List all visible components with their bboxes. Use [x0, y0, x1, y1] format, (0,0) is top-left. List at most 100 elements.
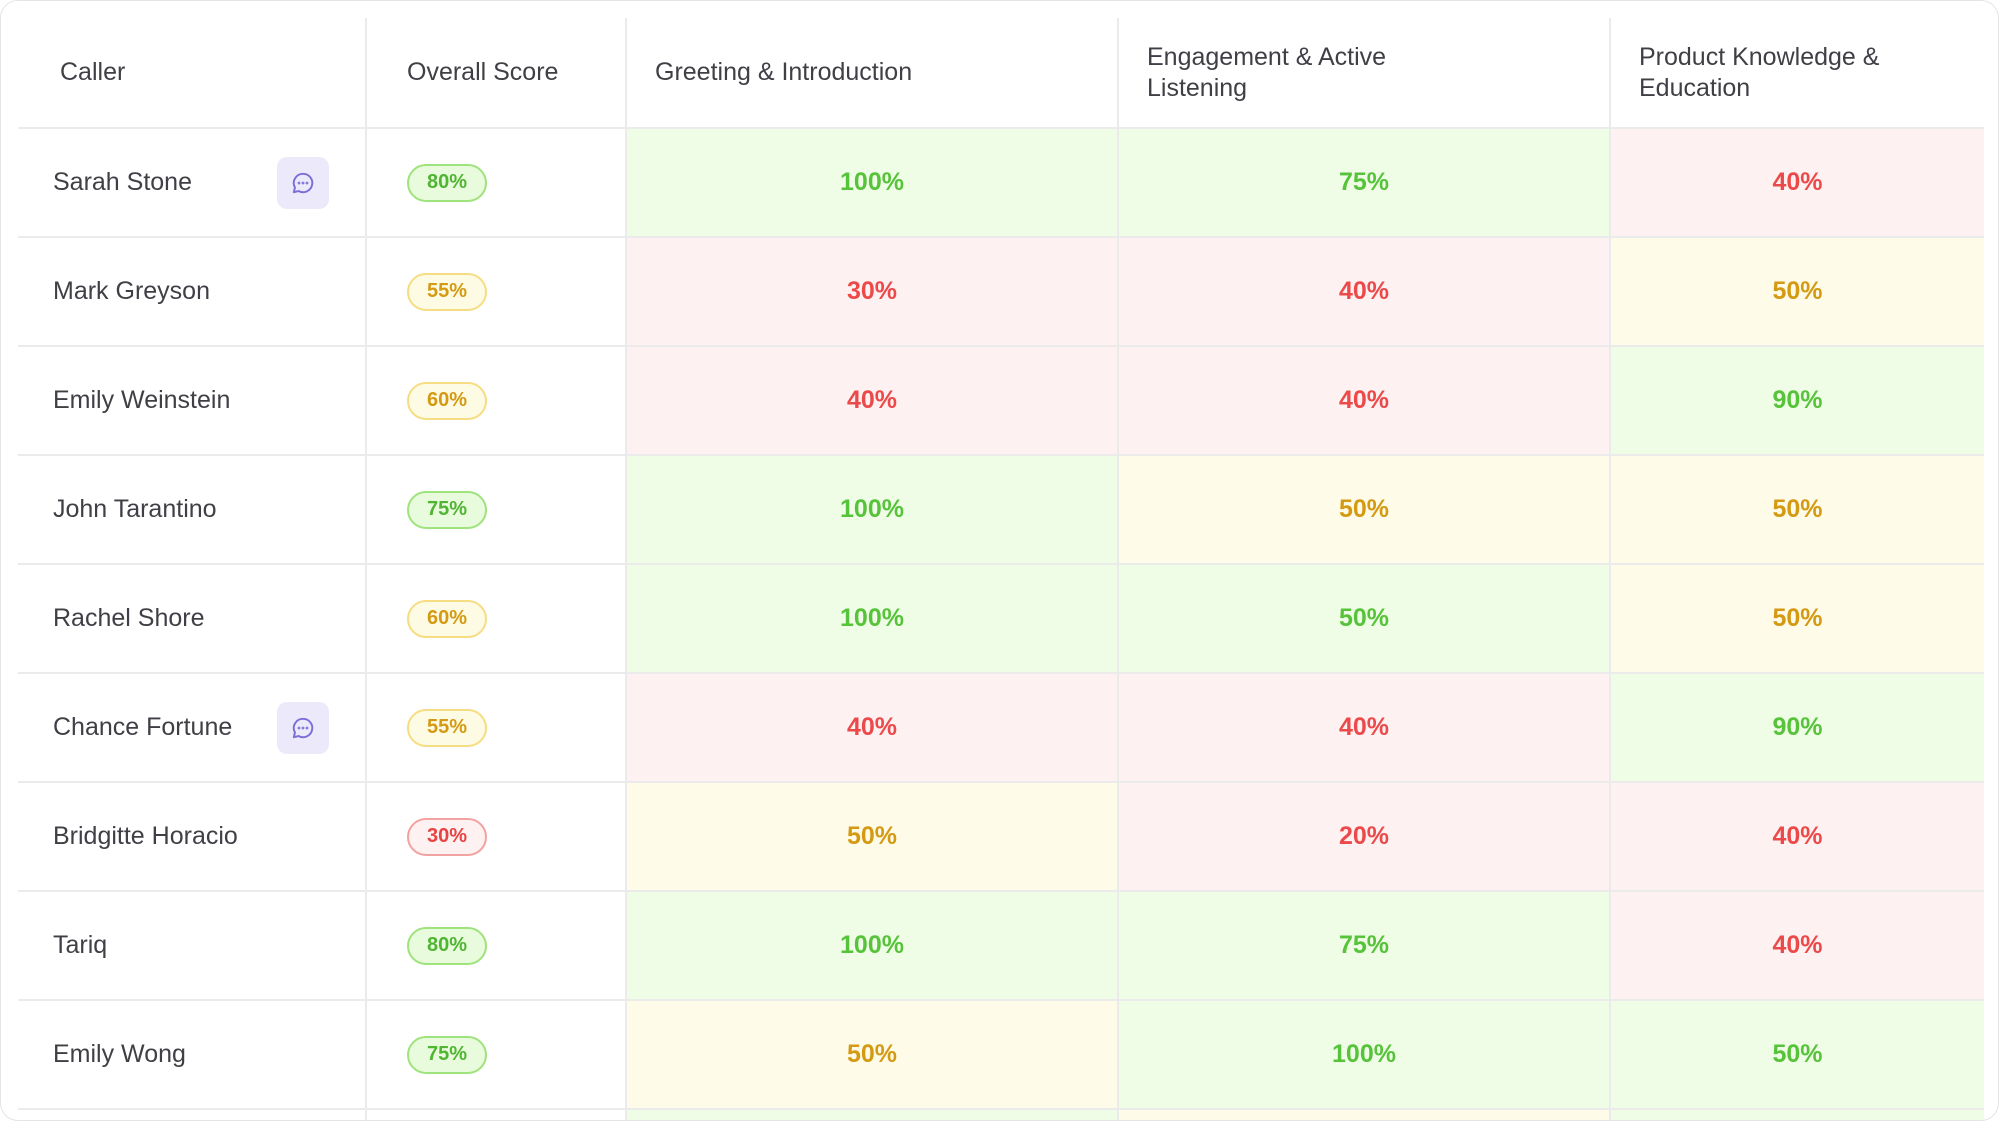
- caller-name[interactable]: Rachel Shore: [53, 604, 205, 632]
- table-header: Caller Overall Score Greeting & Introduc…: [18, 18, 1984, 129]
- overall-score-cell: 60%: [367, 565, 627, 672]
- greeting-score-cell[interactable]: 100%: [627, 129, 1119, 236]
- caller-cell: Chance Fortune: [18, 674, 367, 781]
- table-row-partial: [18, 1110, 1984, 1120]
- knowledge-score-cell[interactable]: 50%: [1611, 456, 1984, 563]
- caller-cell: Emily Wong: [18, 1001, 367, 1108]
- engagement-score-cell[interactable]: 40%: [1119, 238, 1611, 345]
- table-row[interactable]: Sarah Stone 80% 100% 75% 40%: [18, 129, 1984, 238]
- greeting-score-cell[interactable]: 100%: [627, 456, 1119, 563]
- partial-cell-greeting: [627, 1110, 1119, 1120]
- greeting-score: 30%: [846, 277, 898, 305]
- partial-cell-engagement: [1119, 1110, 1611, 1120]
- engagement-score-cell[interactable]: 40%: [1119, 347, 1611, 454]
- knowledge-score-cell[interactable]: 50%: [1611, 565, 1984, 672]
- knowledge-score-cell[interactable]: 90%: [1611, 347, 1984, 454]
- greeting-score-cell[interactable]: 100%: [627, 565, 1119, 672]
- chat-bubble-icon[interactable]: [277, 701, 329, 754]
- overall-score-badge: 75%: [407, 490, 487, 529]
- caller-cell: Bridgitte Horacio: [18, 783, 367, 890]
- knowledge-score: 40%: [1772, 822, 1823, 850]
- engagement-score: 50%: [1338, 495, 1390, 523]
- caller-cell: Emily Weinstein: [18, 347, 367, 454]
- overall-score-cell: 55%: [367, 238, 627, 345]
- caller-name[interactable]: Emily Wong: [53, 1040, 186, 1068]
- engagement-score-cell[interactable]: 100%: [1119, 1001, 1611, 1108]
- caller-cell: Rachel Shore: [18, 565, 367, 672]
- greeting-score: 40%: [846, 386, 898, 414]
- header-product-knowledge-education[interactable]: Product Knowledge & Education: [1639, 42, 1880, 102]
- caller-cell: Mark Greyson: [18, 238, 367, 345]
- knowledge-score: 40%: [1772, 168, 1823, 196]
- table-row[interactable]: Emily Weinstein 60% 40% 40% 90%: [18, 347, 1984, 456]
- engagement-score: 75%: [1338, 931, 1390, 959]
- knowledge-score: 40%: [1772, 931, 1823, 959]
- chat-bubble-icon[interactable]: [277, 156, 329, 209]
- overall-score-badge: 80%: [407, 163, 487, 202]
- table-row[interactable]: Mark Greyson 55% 30% 40% 50%: [18, 238, 1984, 347]
- table-row[interactable]: Chance Fortune 55% 40% 40% 90%: [18, 674, 1984, 783]
- greeting-score: 50%: [846, 1040, 898, 1068]
- engagement-score-cell[interactable]: 50%: [1119, 565, 1611, 672]
- overall-score-cell: 55%: [367, 674, 627, 781]
- caller-cell: John Tarantino: [18, 456, 367, 563]
- greeting-score-cell[interactable]: 30%: [627, 238, 1119, 345]
- engagement-score-cell[interactable]: 75%: [1119, 892, 1611, 999]
- greeting-score: 100%: [840, 931, 904, 959]
- table-row[interactable]: Rachel Shore 60% 100% 50% 50%: [18, 565, 1984, 674]
- engagement-score: 40%: [1338, 277, 1390, 305]
- knowledge-score-cell[interactable]: 40%: [1611, 129, 1984, 236]
- caller-name[interactable]: Bridgitte Horacio: [53, 822, 238, 850]
- header-greeting-introduction[interactable]: Greeting & Introduction: [627, 18, 1119, 127]
- greeting-score-cell[interactable]: 100%: [627, 892, 1119, 999]
- caller-cell: Tariq: [18, 892, 367, 999]
- overall-score-badge: 60%: [407, 381, 487, 420]
- greeting-score-cell[interactable]: 40%: [627, 674, 1119, 781]
- knowledge-score: 50%: [1772, 1040, 1823, 1068]
- knowledge-score: 50%: [1772, 495, 1823, 523]
- overall-score-cell: 60%: [367, 347, 627, 454]
- table-row[interactable]: Emily Wong 75% 50% 100% 50%: [18, 1001, 1984, 1110]
- overall-score-cell: 75%: [367, 1001, 627, 1108]
- partial-cell-caller: [18, 1110, 367, 1120]
- header-overall-score[interactable]: Overall Score: [367, 18, 627, 127]
- engagement-score-cell[interactable]: 40%: [1119, 674, 1611, 781]
- greeting-score: 100%: [840, 495, 904, 523]
- engagement-score-cell[interactable]: 50%: [1119, 456, 1611, 563]
- header-caller[interactable]: Caller: [18, 18, 367, 127]
- header-engagement-active-listening[interactable]: Engagement & Active Listening: [1119, 18, 1611, 127]
- greeting-score: 40%: [846, 713, 898, 741]
- table-body: Sarah Stone 80% 100% 75% 40% Mark Greyson 55% 3…: [18, 129, 1984, 1110]
- greeting-score: 100%: [840, 168, 904, 196]
- engagement-score: 100%: [1332, 1040, 1396, 1068]
- knowledge-score-cell[interactable]: 40%: [1611, 892, 1984, 999]
- engagement-score-cell[interactable]: 75%: [1119, 129, 1611, 236]
- caller-name[interactable]: Mark Greyson: [53, 277, 210, 305]
- overall-score-badge: 80%: [407, 926, 487, 965]
- caller-name[interactable]: John Tarantino: [53, 495, 217, 523]
- greeting-score-cell[interactable]: 40%: [627, 347, 1119, 454]
- greeting-score-cell[interactable]: 50%: [627, 783, 1119, 890]
- engagement-score: 40%: [1338, 713, 1390, 741]
- table-row[interactable]: Bridgitte Horacio 30% 50% 20% 40%: [18, 783, 1984, 892]
- overall-score-badge: 55%: [407, 708, 487, 747]
- knowledge-score-cell[interactable]: 40%: [1611, 783, 1984, 890]
- caller-name[interactable]: Emily Weinstein: [53, 386, 231, 414]
- caller-name[interactable]: Chance Fortune: [53, 713, 233, 741]
- caller-cell: Sarah Stone: [18, 129, 367, 236]
- overall-score-badge: 55%: [407, 272, 487, 311]
- caller-name[interactable]: Tariq: [53, 931, 108, 959]
- engagement-score-cell[interactable]: 20%: [1119, 783, 1611, 890]
- overall-score-badge: 75%: [407, 1035, 487, 1074]
- table-row[interactable]: Tariq 80% 100% 75% 40%: [18, 892, 1984, 1001]
- greeting-score-cell[interactable]: 50%: [627, 1001, 1119, 1108]
- knowledge-score-cell[interactable]: 50%: [1611, 238, 1984, 345]
- knowledge-score-cell[interactable]: 90%: [1611, 674, 1984, 781]
- knowledge-score-cell[interactable]: 50%: [1611, 1001, 1984, 1108]
- engagement-score: 40%: [1338, 386, 1390, 414]
- table-row[interactable]: John Tarantino 75% 100% 50% 50%: [18, 456, 1984, 565]
- caller-name[interactable]: Sarah Stone: [53, 168, 192, 196]
- overall-score-cell: 80%: [367, 892, 627, 999]
- scores-table: Caller Overall Score Greeting & Introduc…: [18, 18, 1984, 1120]
